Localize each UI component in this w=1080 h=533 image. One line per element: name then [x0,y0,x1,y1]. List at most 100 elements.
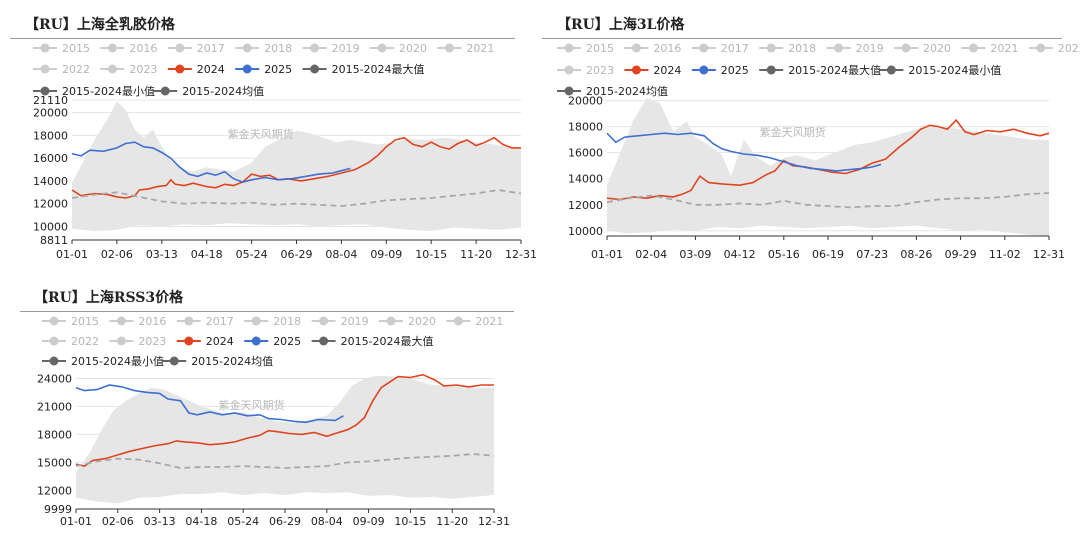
x-tick-label: 01-01 [591,248,623,261]
legend-label: 2018 [264,42,292,55]
legend-label: 2019 [856,42,884,55]
legend-label: 2015 [62,42,90,55]
legend-item: 2017 [167,42,225,55]
x-tick-label: 05-16 [768,248,800,261]
legend-marker [184,336,194,346]
x-tick-label: 02-06 [101,248,133,261]
min-max-band [76,375,494,504]
legend-item: 2023 [100,63,157,76]
legend-marker [116,336,126,346]
legend-item: 2015 [33,42,90,55]
legend-item: 2020 [894,42,951,55]
legend-label: 2015-2024最小值 [62,85,155,98]
x-tick-label: 12-31 [478,515,510,528]
legend-item: 2015-2024最大值 [302,62,425,76]
legend-marker [251,316,261,326]
legend-marker [901,43,911,53]
legend-label: 2024 [206,335,234,348]
legend-marker [1036,43,1046,53]
legend-label: 2016 [129,42,157,55]
legend-marker [175,64,185,74]
legend-label: 2022 [71,335,99,348]
legend-label: 2017 [206,315,234,328]
legend-item: 2018 [759,42,816,55]
legend-marker [160,86,170,96]
chart-title: 【RU】上海3L价格 [557,17,685,33]
legend-marker [564,86,574,96]
legend-item: 2015-2024均值 [162,355,273,368]
legend-label: 2015-2024均值 [586,85,668,98]
y-tick-label: 20000 [568,95,603,108]
watermark: 紫金天风期货 [760,125,826,139]
legend-marker [631,65,641,75]
legend-item: 2015-2024均值 [557,85,668,98]
series-line-2025 [606,132,882,172]
legend-label: 2020 [408,315,436,328]
y-tick-label: 10000 [568,225,603,238]
series-line-2025 [75,384,344,424]
watermark: 紫金天风期货 [219,398,285,412]
legend-marker [310,64,320,74]
legend-label: 2022 [62,63,90,76]
legend-marker [107,64,117,74]
legend-item: 2021 [446,315,503,328]
legend-marker [40,43,50,53]
x-tick-label: 03-09 [679,248,711,261]
legend-label: 2024 [197,63,225,76]
x-tick-label: 10-15 [394,515,426,528]
x-tick-label: 12-31 [1033,248,1065,261]
legend-label: 2015-2024最小值 [71,355,164,368]
legend-label: 2017 [197,42,225,55]
legend-label: 2015-2024最小值 [908,64,1001,77]
x-tick-label: 08-04 [311,515,343,528]
x-tick-label: 08-04 [325,248,357,261]
y-tick-label: 18000 [37,428,72,441]
legend-marker [319,316,329,326]
x-tick-label: 09-29 [945,248,977,261]
legend-label: 2023 [138,335,166,348]
x-tick-label: 11-20 [436,515,468,528]
x-tick-label: 01-01 [56,248,88,261]
legend-marker [310,43,320,53]
legend-item: 2015 [42,315,99,328]
legend-item: 2015-2024最小值 [879,64,1001,77]
legend-label: 2016 [138,315,166,328]
x-tick-label: 05-24 [236,248,268,261]
chart-title: 【RU】上海全乳胶价格 [25,17,175,33]
legend-item: 2020 [379,315,436,328]
y-tick-label: 18000 [568,121,603,134]
series-line-2025 [71,141,351,183]
legend-label: 2021 [475,315,503,328]
y-tick-label: 16000 [568,147,603,160]
x-tick-label: 04-18 [185,515,217,528]
watermark: 紫金天风期货 [228,127,294,141]
legend-marker [49,336,59,346]
legend-marker [886,65,896,75]
x-tick-label: 09-09 [370,248,402,261]
legend-item: 2015-2024最小值 [42,355,164,368]
legend-marker [242,64,252,74]
x-tick-label: 09-09 [353,515,385,528]
legend-label: 2024 [653,64,681,77]
legend-label: 2015-2024均值 [191,355,273,368]
title-rule [20,311,514,312]
legend-label: 2018 [273,315,301,328]
y-tick-label: 15000 [37,456,72,469]
legend-item: 2015-2024最大值 [311,334,434,348]
legend-marker [834,43,844,53]
legend-item: 2017 [691,42,749,55]
x-tick-label: 07-23 [856,248,888,261]
legend-label: 2018 [788,42,816,55]
x-tick-label: 04-18 [191,248,223,261]
y-tick-label: 18000 [33,129,68,142]
legend-marker [169,356,179,366]
legend-marker [766,65,776,75]
x-tick-label: 06-19 [812,248,844,261]
series-line-2015-2024均值 [606,192,1050,209]
x-tick-label: 03-13 [144,515,176,528]
legend-marker [699,65,709,75]
x-tick-label: 11-02 [989,248,1021,261]
legend-item: 2022 [42,335,99,348]
legend-item: 2016 [624,42,681,55]
legend-marker [699,43,709,53]
